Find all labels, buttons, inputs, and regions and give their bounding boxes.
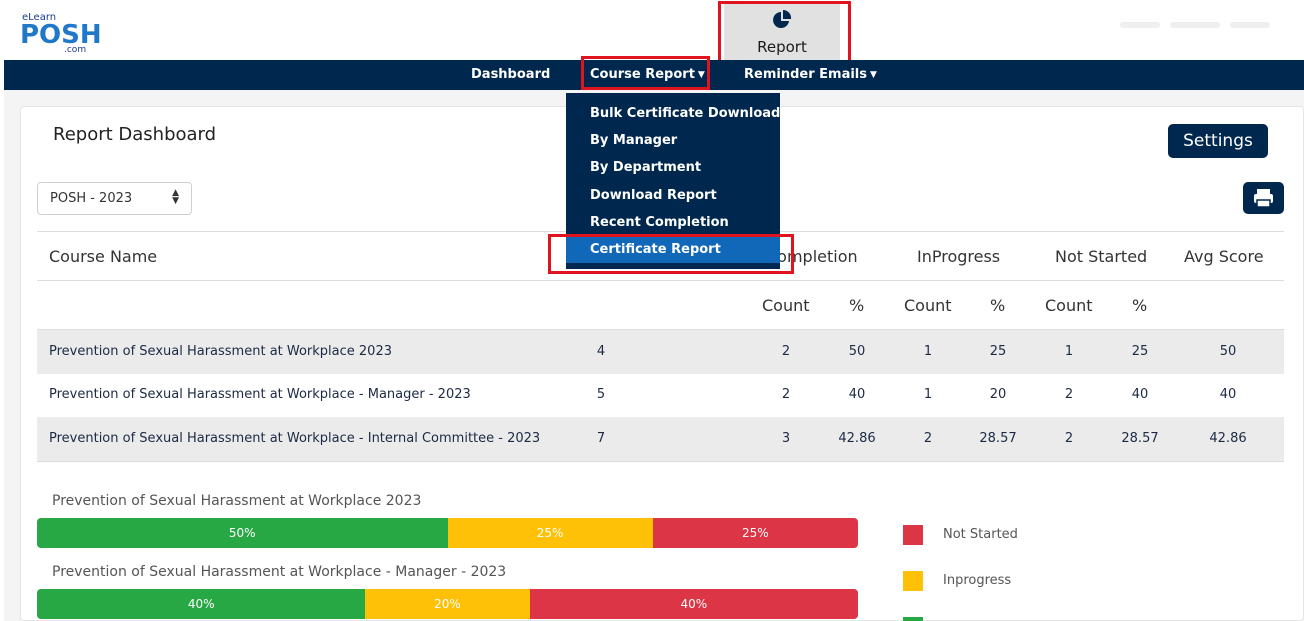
bar-segment: 25%	[447, 518, 653, 548]
table-row: Prevention of Sexual Harassment at Workp…	[37, 417, 1284, 461]
th-inprogress: InProgress	[917, 247, 1001, 266]
course-report-dropdown: Bulk Certificate Download By Manager By …	[566, 93, 780, 269]
chevron-down-icon: ▼	[870, 70, 877, 80]
settings-button[interactable]: Settings	[1168, 124, 1268, 158]
th-inprogress-count: Count	[904, 296, 952, 315]
logo-main-text: POSH	[20, 20, 102, 50]
cell-notstarted-pct: 40	[1131, 387, 1149, 402]
dropdown-item-bulk-certificate-download[interactable]: Bulk Certificate Download	[590, 106, 781, 121]
cell-inprogress-count: 1	[923, 344, 933, 359]
main-navbar: Dashboard Course Report ▼ Reminder Emails…	[4, 60, 1304, 90]
th-inprogress-pct: %	[990, 296, 1006, 315]
nav-course-report[interactable]: Course Report ▼	[590, 67, 705, 82]
select-arrows-icon: ▲ ▼	[172, 188, 179, 206]
cell-notstarted-pct: 25	[1131, 344, 1149, 359]
cell-inprogress-pct: 20	[989, 387, 1007, 402]
chevron-down-icon: ▼	[697, 70, 705, 80]
th-completion: Completion	[766, 247, 858, 266]
header-faint-item	[1170, 22, 1220, 28]
legend-label: Inprogress	[943, 573, 1012, 588]
cell-enrolled: 7	[596, 431, 606, 446]
header-faint-item	[1120, 22, 1160, 28]
bar-segment: 40%	[37, 589, 366, 619]
cell-avg-score: 50	[1219, 344, 1237, 359]
progress-bar: 40% 20% 40%	[37, 589, 858, 619]
cell-inprogress-count: 1	[923, 387, 933, 402]
th-notstarted-count: Count	[1045, 296, 1093, 315]
table-row: Prevention of Sexual Harassment at Workp…	[37, 373, 1284, 417]
cell-completion-count: 2	[781, 387, 791, 402]
cell-completion-count: 2	[781, 344, 791, 359]
cell-enrolled: 5	[596, 387, 606, 402]
table-divider	[37, 329, 1284, 330]
dropdown-item-recent-completion[interactable]: Recent Completion	[590, 215, 729, 230]
cell-notstarted-count: 2	[1064, 431, 1074, 446]
cell-course-name: Prevention of Sexual Harassment at Workp…	[49, 344, 392, 359]
header-faint-item	[1230, 22, 1270, 28]
nav-dashboard[interactable]: Dashboard	[471, 67, 551, 82]
bar-title: Prevention of Sexual Harassment at Workp…	[52, 564, 507, 580]
th-course-name: Course Name	[49, 247, 158, 266]
th-notstarted-pct: %	[1132, 296, 1148, 315]
logo-top-text: eLearn	[22, 12, 57, 23]
cell-avg-score: 42.86	[1209, 431, 1247, 446]
year-select-value: POSH - 2023	[50, 191, 133, 206]
cell-completion-pct: 42.86	[838, 431, 876, 446]
nav-reminder-emails[interactable]: Reminder Emails ▼	[744, 67, 877, 82]
cell-avg-score: 40	[1219, 387, 1237, 402]
report-tab-label: Report	[757, 38, 807, 56]
pie-chart-icon	[773, 10, 792, 28]
dropdown-item-certificate-report[interactable]: Certificate Report	[566, 237, 780, 263]
cell-completion-count: 3	[781, 431, 791, 446]
bar-title: Prevention of Sexual Harassment at Workp…	[52, 493, 422, 509]
cell-notstarted-count: 2	[1064, 387, 1074, 402]
cell-completion-pct: 50	[848, 344, 866, 359]
cell-inprogress-pct: 28.57	[979, 431, 1017, 446]
year-select[interactable]: POSH - 2023 ▲ ▼	[37, 182, 192, 215]
legend-swatch	[903, 525, 923, 545]
dropdown-item-by-department[interactable]: By Department	[590, 160, 702, 175]
table-divider	[37, 461, 1284, 462]
table-divider	[37, 280, 1284, 281]
dropdown-item-by-manager[interactable]: By Manager	[590, 133, 678, 148]
cell-inprogress-count: 2	[923, 431, 933, 446]
cell-enrolled: 4	[596, 344, 606, 359]
legend-swatch	[903, 617, 923, 621]
elearnposh-logo[interactable]: eLearn POSH .com	[20, 12, 102, 55]
bar-segment: 20%	[365, 589, 530, 619]
th-not-started: Not Started	[1055, 247, 1148, 266]
page-title: Report Dashboard	[53, 124, 217, 145]
th-completion-pct: %	[849, 296, 865, 315]
table-row: Prevention of Sexual Harassment at Workp…	[37, 330, 1284, 374]
bar-segment: 40%	[529, 589, 858, 619]
print-button[interactable]	[1243, 182, 1284, 214]
th-completion-count: Count	[762, 296, 810, 315]
cell-notstarted-count: 1	[1064, 344, 1074, 359]
cell-course-name: Prevention of Sexual Harassment at Workp…	[49, 387, 471, 402]
progress-bar: 50% 25% 25%	[37, 518, 858, 548]
th-avg-score: Avg Score	[1184, 247, 1264, 266]
bar-segment: 25%	[652, 518, 858, 548]
bar-segment: 50%	[37, 518, 448, 548]
cell-inprogress-pct: 25	[989, 344, 1007, 359]
cell-completion-pct: 40	[848, 387, 866, 402]
cell-course-name: Prevention of Sexual Harassment at Workp…	[49, 431, 541, 446]
logo-bottom-text: .com	[64, 45, 87, 55]
legend-label: Not Started	[943, 527, 1018, 542]
legend-swatch	[903, 571, 923, 591]
cell-notstarted-pct: 28.57	[1121, 431, 1159, 446]
printer-icon	[1254, 189, 1273, 208]
report-tab[interactable]: Report	[724, 4, 840, 60]
dropdown-item-download-report[interactable]: Download Report	[590, 188, 717, 203]
